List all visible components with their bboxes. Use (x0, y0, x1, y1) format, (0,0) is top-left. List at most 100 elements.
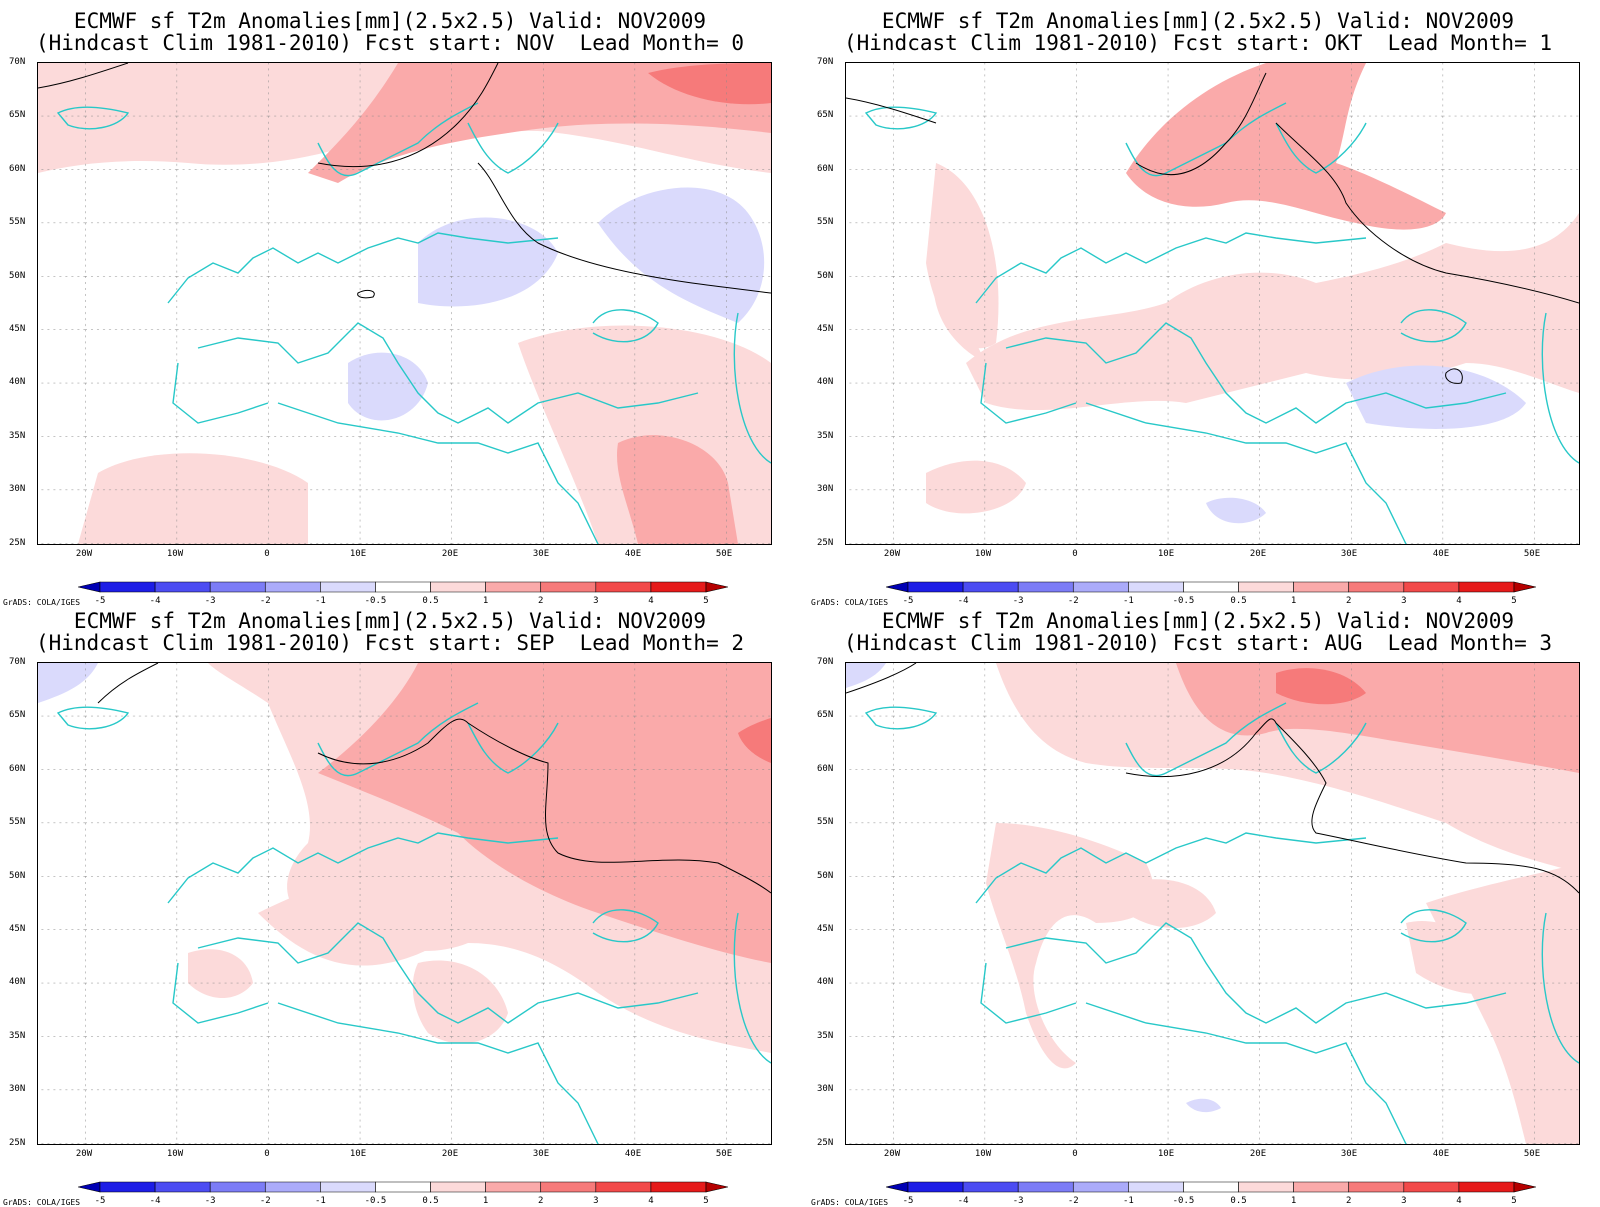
colorbar-segment (651, 1182, 706, 1192)
colorbar-label: 0.5 (1230, 1197, 1246, 1206)
colorbar-label: 5 (1511, 1197, 1516, 1206)
colorbar-segment (265, 582, 320, 592)
y-axis-label: 55N (9, 818, 33, 827)
colorbar (78, 577, 728, 597)
colorbar-label: 0.5 (422, 1197, 438, 1206)
y-axis-label: 60N (9, 765, 33, 774)
colorbar-segment (963, 582, 1018, 592)
y-axis-label: 35N (9, 1032, 33, 1041)
y-axis-label: 40N (817, 978, 841, 987)
colorbar-segment (908, 582, 963, 592)
x-axis-label: 30E (1341, 1150, 1357, 1159)
map-canvas (38, 63, 771, 544)
colorbar-segment (1128, 582, 1183, 592)
colorbar-segment (100, 1182, 155, 1192)
x-axis-label: 40E (625, 1150, 641, 1159)
colorbar-segment (706, 582, 728, 592)
colorbar (886, 1177, 1536, 1197)
colorbar-label: 1 (483, 1197, 488, 1206)
colorbar-label: -3 (1013, 1197, 1024, 1206)
colorbar-segment (155, 1182, 210, 1192)
colorbar-label: -0.5 (365, 1197, 387, 1206)
map-panel-lead1: ECMWF sf T2m Anomalies[mm](2.5x2.5) Vali… (808, 0, 1588, 598)
colorbar-segment (886, 582, 908, 592)
colorbar-segment (1404, 1182, 1459, 1192)
map-panel-lead3: ECMWF sf T2m Anomalies[mm](2.5x2.5) Vali… (808, 600, 1588, 1198)
x-axis-label: 40E (1433, 550, 1449, 559)
panel-title-line2: (Hindcast Clim 1981-2010) Fcst start: SE… (0, 632, 780, 654)
x-axis-label: 40E (1433, 1150, 1449, 1159)
colorbar-segment (1018, 1182, 1073, 1192)
y-axis-label: 45N (817, 325, 841, 334)
colorbar-segment (1128, 1182, 1183, 1192)
y-axis-label: 70N (817, 58, 841, 67)
map-canvas (846, 63, 1579, 544)
y-axis-label: 55N (817, 218, 841, 227)
colorbar-label: -1 (315, 1197, 326, 1206)
credit-text: GrADS: COLA/IGES (811, 1199, 888, 1207)
colorbar-segment (100, 582, 155, 592)
colorbar-segment (963, 1182, 1018, 1192)
colorbar-segment (78, 582, 100, 592)
colorbar-segment (1183, 1182, 1238, 1192)
credit-text: GrADS: COLA/IGES (3, 1199, 80, 1207)
anomaly-map (845, 62, 1580, 545)
colorbar-label: -5 (903, 1197, 914, 1206)
colorbar-label: 2 (1346, 1197, 1351, 1206)
y-axis-label: 50N (817, 872, 841, 881)
colorbar-segment (541, 582, 596, 592)
colorbar-segment (78, 1182, 100, 1192)
colorbar-segment (210, 1182, 265, 1192)
x-axis-label: 20W (76, 1150, 92, 1159)
colorbar-segment (320, 1182, 375, 1192)
colorbar-segment (210, 582, 265, 592)
colorbar-label: 4 (648, 1197, 653, 1206)
panel-title-line1: ECMWF sf T2m Anomalies[mm](2.5x2.5) Vali… (0, 10, 780, 32)
x-axis-label: 20E (442, 550, 458, 559)
panel-title-line1: ECMWF sf T2m Anomalies[mm](2.5x2.5) Vali… (0, 610, 780, 632)
y-axis-label: 60N (817, 765, 841, 774)
panel-title-line1: ECMWF sf T2m Anomalies[mm](2.5x2.5) Vali… (808, 610, 1588, 632)
y-axis-label: 30N (817, 485, 841, 494)
y-axis-label: 70N (9, 658, 33, 667)
y-axis-label: 35N (9, 432, 33, 441)
colorbar-segment (1459, 1182, 1514, 1192)
y-axis-label: 50N (9, 872, 33, 881)
map-panel-lead2: ECMWF sf T2m Anomalies[mm](2.5x2.5) Vali… (0, 600, 780, 1198)
x-axis-label: 10W (975, 1150, 991, 1159)
colorbar-segment (596, 582, 651, 592)
x-axis-label: 30E (533, 1150, 549, 1159)
x-axis-label: 50E (716, 1150, 732, 1159)
anomaly-map (37, 662, 772, 1145)
colorbar-segment (486, 582, 541, 592)
panel-title-line1: ECMWF sf T2m Anomalies[mm](2.5x2.5) Vali… (808, 10, 1588, 32)
colorbar-label: 4 (1456, 1197, 1461, 1206)
x-axis-label: 50E (1524, 1150, 1540, 1159)
colorbar-segment (1514, 582, 1536, 592)
colorbar-segment (1404, 582, 1459, 592)
colorbar-segment (375, 582, 430, 592)
y-axis-label: 40N (9, 378, 33, 387)
colorbar-segment (1294, 582, 1349, 592)
colorbar-segment (320, 582, 375, 592)
y-axis-label: 30N (817, 1085, 841, 1094)
colorbar-segment (1349, 582, 1404, 592)
colorbar-segment (486, 1182, 541, 1192)
y-axis-label: 65N (817, 711, 841, 720)
x-axis-label: 20W (76, 550, 92, 559)
map-panel-lead0: ECMWF sf T2m Anomalies[mm](2.5x2.5) Vali… (0, 0, 780, 598)
y-axis-label: 30N (9, 1085, 33, 1094)
colorbar-segment (908, 1182, 963, 1192)
colorbar-label: -0.5 (1173, 1197, 1195, 1206)
colorbar-segment (706, 1182, 728, 1192)
x-axis-label: 0 (264, 1150, 269, 1159)
y-axis-label: 60N (817, 165, 841, 174)
x-axis-label: 50E (716, 550, 732, 559)
colorbar-label: 5 (703, 1197, 708, 1206)
y-axis-label: 65N (817, 111, 841, 120)
y-axis-label: 70N (817, 658, 841, 667)
x-axis-label: 10E (1158, 550, 1174, 559)
y-axis-label: 40N (817, 378, 841, 387)
y-axis-label: 40N (9, 978, 33, 987)
colorbar-segment (541, 1182, 596, 1192)
